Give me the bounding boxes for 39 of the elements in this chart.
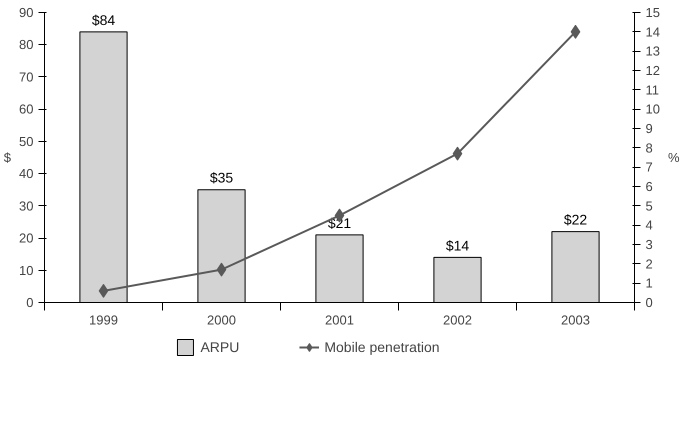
y2-tick-label: 15 xyxy=(646,5,660,20)
y-tick-label: 90 xyxy=(19,5,34,20)
y2-tick-label: 0 xyxy=(646,295,653,310)
y2-tick-label: 7 xyxy=(646,160,653,175)
x-tick-label: 2001 xyxy=(325,312,354,328)
y2-tick-label: 12 xyxy=(646,63,660,78)
y2-tick-label: 2 xyxy=(646,256,653,272)
y2-axis-title: % xyxy=(668,150,680,165)
y2-tick-label: 9 xyxy=(646,121,653,136)
y-axis-title: $ xyxy=(4,150,12,165)
y2-tick-label: 11 xyxy=(646,82,659,98)
y-tick-label: 50 xyxy=(19,134,34,149)
y2-tick-label: 1 xyxy=(646,276,653,291)
y2-tick-label: 13 xyxy=(646,44,660,59)
y2-tick-label: 4 xyxy=(646,218,653,233)
y2-tick-label: 14 xyxy=(646,24,660,40)
y-tick-label: 60 xyxy=(19,102,34,117)
y2-tick-label: 5 xyxy=(646,198,653,214)
y-tick-label: 80 xyxy=(19,37,34,52)
data-label: $22 xyxy=(564,212,588,228)
data-label: $84 xyxy=(92,12,116,28)
legend-label: ARPU xyxy=(200,339,240,355)
x-tick-label: 1999 xyxy=(89,312,118,328)
x-tick-label: 2002 xyxy=(443,312,472,328)
legend-label: Mobile penetration xyxy=(324,339,440,355)
x-tick-label: 2000 xyxy=(207,312,236,328)
y-tick-label: 0 xyxy=(26,295,34,310)
y-tick-label: 10 xyxy=(19,262,34,278)
y2-tick-label: 3 xyxy=(646,237,653,252)
y2-tick-label: 8 xyxy=(646,140,653,156)
y-tick-label: 70 xyxy=(19,69,34,84)
y-tick-label: 40 xyxy=(19,166,34,182)
y2-tick-label: 6 xyxy=(646,179,653,194)
y2-tick-label: 10 xyxy=(646,102,660,117)
y-tick-label: 30 xyxy=(19,198,34,214)
data-label: $35 xyxy=(210,170,234,186)
x-tick-label: 2003 xyxy=(561,312,590,328)
y-tick-label: 20 xyxy=(19,230,34,246)
data-label: $14 xyxy=(446,237,470,254)
